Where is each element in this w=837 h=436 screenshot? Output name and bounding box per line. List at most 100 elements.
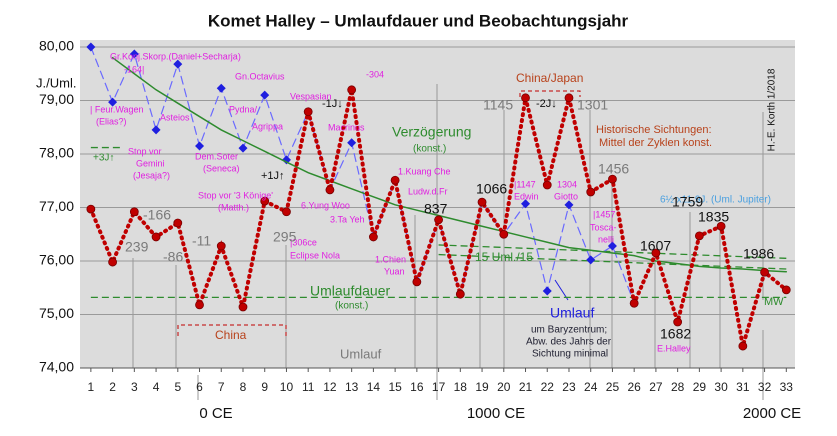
- annotation: Stop vor '3 Könige': [198, 190, 273, 200]
- china-japan-bracket: [519, 90, 581, 97]
- annotation: (Seneca): [203, 163, 240, 173]
- annotation: +3J↑: [93, 153, 114, 164]
- x-tick-label: 11: [302, 380, 315, 394]
- point-marker: [477, 197, 487, 207]
- x-tick-label: 8: [240, 380, 247, 394]
- point-marker: [673, 317, 683, 327]
- x-tick-label: 22: [541, 380, 555, 394]
- annotation: Ludw.d.Fr: [408, 186, 448, 196]
- point-marker: [716, 221, 726, 231]
- point-marker: [238, 302, 248, 312]
- point-marker: [499, 229, 509, 239]
- x-tick-label: 15: [388, 380, 402, 394]
- annotation: (Matth.): [218, 202, 249, 212]
- annotation: (Elias?): [96, 116, 127, 126]
- point-marker: [629, 298, 639, 308]
- annotation: | Feur.Wagen: [90, 104, 144, 114]
- annotation: Mittel der Zyklen konst.: [599, 137, 712, 149]
- annotation: MW: [764, 296, 784, 308]
- point-marker: [325, 185, 335, 195]
- annotation: Macrinus: [328, 122, 365, 132]
- annotation: 1066: [476, 181, 507, 197]
- x-tick-label: 3: [131, 380, 138, 394]
- diamond-marker: [173, 59, 183, 69]
- x-tick-label: 33: [780, 380, 794, 394]
- annotation: 1304: [557, 179, 577, 189]
- annotation: -1J↓: [322, 98, 343, 110]
- y-tick-label: 80,00: [39, 38, 74, 54]
- y-tick-label: 77,00: [39, 198, 74, 214]
- diamond-marker: [195, 141, 205, 151]
- point-marker: [608, 174, 617, 184]
- diamond-marker: [129, 49, 139, 59]
- y-tick-label: 79,00: [39, 91, 74, 107]
- x-tick-label: 2: [109, 380, 116, 394]
- annotation: 1.Chien: [375, 254, 406, 264]
- annotation: 1145: [483, 97, 513, 113]
- x-tick-label: 4: [153, 380, 160, 394]
- annotation: E.Halley: [657, 343, 691, 353]
- point-marker: [390, 175, 400, 185]
- point-marker: [738, 341, 748, 351]
- annotation: Verzögerung: [392, 124, 471, 140]
- point-marker: [86, 204, 96, 214]
- y-tick-label: 74,00: [39, 359, 74, 375]
- annotation: Umlaufdauer: [310, 283, 390, 299]
- annotation: 1759: [672, 194, 703, 210]
- point-marker: [129, 207, 139, 217]
- diamond-marker: [542, 286, 552, 296]
- annotation: 295: [273, 229, 297, 245]
- point-marker: [108, 257, 117, 267]
- diamond-marker: [521, 199, 531, 209]
- annotation: -164|: [124, 64, 144, 74]
- x-tick-label: 25: [606, 380, 620, 394]
- series-line: [111, 56, 788, 273]
- x-tick-label: 1: [88, 380, 95, 394]
- point-marker: [542, 180, 552, 190]
- diamond-marker: [238, 143, 248, 153]
- era-label: 1000 CE: [467, 405, 525, 422]
- annotation: -2J↓: [536, 98, 557, 110]
- x-tick-label: 27: [649, 380, 663, 394]
- annotation: -11: [192, 233, 211, 249]
- point-marker: [564, 93, 574, 103]
- point-marker: [173, 218, 183, 228]
- x-tick-label: 16: [410, 380, 424, 394]
- point-marker: [216, 241, 226, 251]
- annotation: Gn.Octavius: [235, 71, 285, 81]
- annotation: +1J↑: [261, 170, 285, 182]
- era-label: 2000 CE: [743, 405, 801, 422]
- y-tick-label: 76,00: [39, 252, 74, 268]
- diamond-marker: [86, 42, 96, 52]
- point-marker: [260, 196, 270, 206]
- point-marker: [694, 231, 704, 241]
- annotation: Gr.Konj.Skorp.(Daniel+Secharja): [110, 51, 241, 61]
- annotation: 1835: [698, 209, 729, 225]
- chart-title: Komet Halley – Umlaufdauer und Beobachtu…: [208, 11, 629, 30]
- x-tick-label: 28: [671, 380, 685, 394]
- annotation: Asteios: [160, 112, 190, 122]
- annotation: 1301: [577, 97, 608, 113]
- point-marker: [434, 215, 443, 225]
- annotation: Sichtung minimal: [532, 349, 608, 360]
- x-tick-label: 32: [758, 380, 772, 394]
- y-tick-label: 75,00: [39, 305, 74, 321]
- annotation: Pydna/: [229, 104, 258, 114]
- diamond-marker: [564, 200, 574, 210]
- x-tick-label: 29: [693, 380, 707, 394]
- annotation: Edwin: [514, 191, 539, 201]
- x-tick-label: 9: [261, 380, 268, 394]
- diamond-marker: [281, 155, 291, 165]
- y-axis-label: J./Uml.: [36, 75, 76, 90]
- annotation: Yuan: [384, 266, 405, 276]
- point-marker: [412, 277, 422, 287]
- annotation: Vespasian: [290, 91, 332, 101]
- annotation: 6.Yung Woo: [301, 200, 350, 210]
- annotation: 239: [125, 239, 149, 255]
- diamond-marker: [216, 83, 226, 93]
- annotation: |1147: [514, 179, 536, 189]
- x-tick-label: 24: [584, 380, 598, 394]
- pointer: [554, 279, 569, 301]
- x-tick-label: 10: [280, 380, 294, 394]
- x-tick-label: 5: [174, 380, 181, 394]
